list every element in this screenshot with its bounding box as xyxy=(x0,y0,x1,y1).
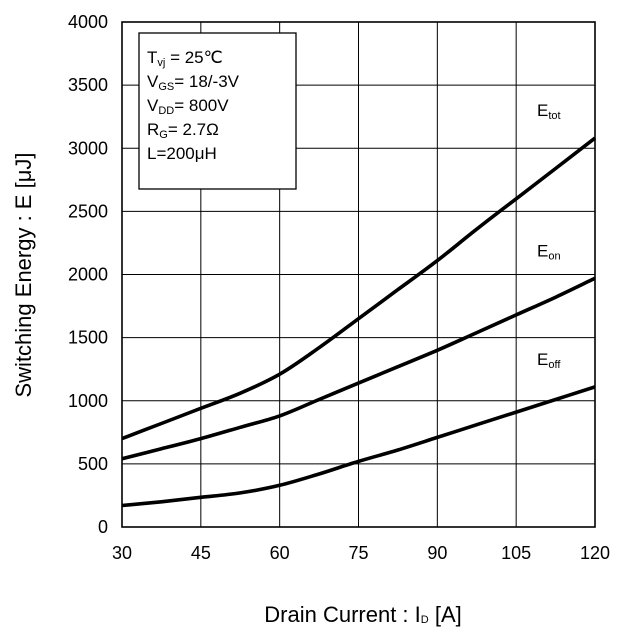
y-tick-label: 1500 xyxy=(68,328,108,348)
condition-line: L=200μH xyxy=(147,144,217,163)
tick-labels: 30 45 60 75 90 105 120 0 500 1000 1500 2000 2500 3000… xyxy=(68,12,610,563)
condition-line: VDD= 800V xyxy=(147,96,229,117)
conditions-frame xyxy=(138,32,297,190)
plot-frame xyxy=(121,21,596,528)
curve-label-off: Eoff xyxy=(537,350,561,371)
series-line-off xyxy=(121,385,596,508)
x-tick-label: 30 xyxy=(112,543,132,563)
x-tick-label: 120 xyxy=(580,543,610,563)
y-tick-label: 4000 xyxy=(68,12,108,32)
x-axis-title-sub: D xyxy=(421,614,429,626)
y-tick-label: 500 xyxy=(78,454,108,474)
conditions-box: Tvj = 25℃ VGS= 18/-3V VDD= 800V RG= 2.7Ω L=2… xyxy=(138,32,297,190)
y-tick-label: 0 xyxy=(98,517,108,537)
x-axis-title-main: Drain Current : I xyxy=(264,602,421,627)
y-tick-label: 2500 xyxy=(68,201,108,221)
y-tick-label: 3500 xyxy=(68,75,108,95)
y-tick-label: 1000 xyxy=(68,391,108,411)
y-axis-title: Switching Energy : E [μJ] xyxy=(11,153,36,398)
x-tick-label: 75 xyxy=(348,543,368,563)
condition-line: Tvj = 25℃ xyxy=(147,48,223,69)
x-axis-title: Drain Current : ID [A] xyxy=(264,602,461,627)
curve-labels: Etot Eon Eoff xyxy=(537,101,561,371)
condition-line: VGS= 18/-3V xyxy=(147,72,240,93)
series-curves xyxy=(121,136,597,508)
x-tick-label: 45 xyxy=(191,543,211,563)
curve-label-tot: Etot xyxy=(537,101,561,122)
x-tick-label: 90 xyxy=(427,543,447,563)
condition-line: RG= 2.7Ω xyxy=(147,120,219,141)
x-tick-label: 60 xyxy=(270,543,290,563)
curve-label-on: Eon xyxy=(537,241,561,262)
series-line-on xyxy=(121,276,596,461)
x-axis-title-unit: [A] xyxy=(429,602,462,627)
series-line-tot xyxy=(121,136,597,441)
x-tick-label: 105 xyxy=(501,543,531,563)
y-tick-label: 3000 xyxy=(68,138,108,158)
y-tick-label: 2000 xyxy=(68,265,108,285)
